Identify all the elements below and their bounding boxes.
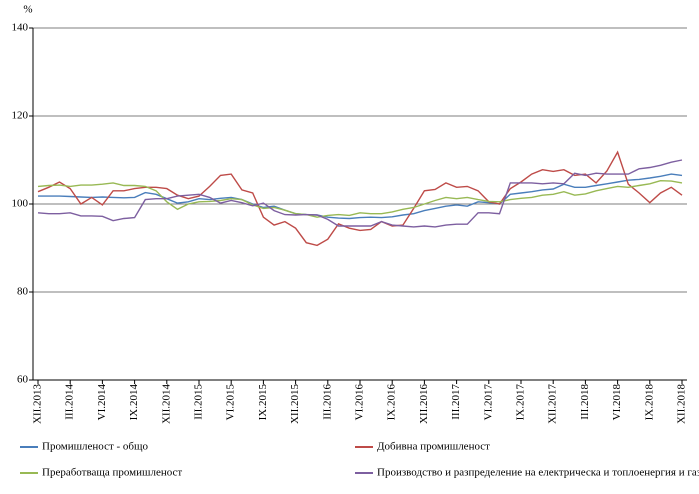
x-tick-label: IX.2017 <box>515 384 527 421</box>
x-tick-label: XII.2016 <box>418 384 430 425</box>
series-line <box>37 150 683 247</box>
y-tick-label: 60 <box>17 374 29 386</box>
series-line <box>37 179 683 218</box>
x-tick-label: VI.2016 <box>354 384 366 421</box>
x-tick-label: XII.2017 <box>547 384 559 425</box>
x-tick-label: IX.2015 <box>257 384 269 421</box>
x-tick-label: XII.2013 <box>32 384 44 425</box>
x-tick-label: III.2016 <box>321 384 333 420</box>
y-tick-label: 140 <box>12 22 29 34</box>
x-tick-label: VI.2018 <box>611 384 623 421</box>
x-tick-label: III.2014 <box>64 384 76 420</box>
x-tick-label: XII.2018 <box>676 384 688 425</box>
x-tick-label: III.2018 <box>579 384 591 420</box>
x-tick-label: VI.2015 <box>225 384 237 421</box>
x-tick-label: VI.2017 <box>482 384 494 421</box>
series-line <box>38 173 683 220</box>
legend-label: Производство и разпределение на електрич… <box>377 467 699 479</box>
x-tick-label: XII.2014 <box>160 384 172 425</box>
x-tick-label: III.2015 <box>193 384 205 420</box>
y-tick-label: 120 <box>12 110 29 122</box>
x-tick-label: IX.2016 <box>386 384 398 421</box>
x-tick-label: III.2017 <box>450 384 462 420</box>
y-tick-label: 80 <box>17 286 29 298</box>
x-tick-label: IX.2018 <box>643 384 655 421</box>
legend-label: Промишленост - общо <box>42 441 149 453</box>
legend-label: Добивна промишленост <box>377 441 490 453</box>
x-tick-label: VI.2014 <box>96 384 108 421</box>
x-tick-label: IX.2014 <box>128 384 140 421</box>
x-tick-label: XII.2015 <box>289 384 301 425</box>
series-line <box>37 159 683 228</box>
y-tick-label: 100 <box>12 198 29 210</box>
legend-label: Преработваща промишленост <box>42 467 182 479</box>
y-unit: % <box>23 4 32 16</box>
